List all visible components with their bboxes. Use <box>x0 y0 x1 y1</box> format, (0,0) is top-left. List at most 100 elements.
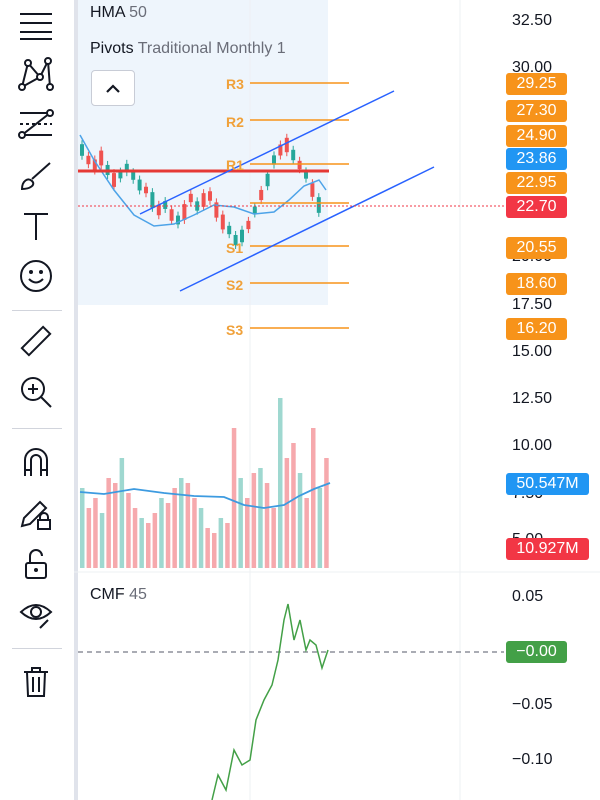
cmf-axis-label: 0.05 <box>512 588 544 605</box>
zoom-in-icon[interactable] <box>14 372 58 412</box>
pivot-p-tag: 22.95 <box>506 172 567 194</box>
volume-bar <box>93 498 98 568</box>
pivot-s1-tag: 20.55 <box>506 237 567 259</box>
pivot-label-r3: R3 <box>226 76 244 92</box>
candle-body <box>80 144 84 156</box>
volume-bar <box>278 398 283 568</box>
candle-body <box>252 206 257 214</box>
pivot-r3-tag: 29.25 <box>506 73 567 95</box>
pivot-label-s2: S2 <box>226 277 244 293</box>
eye-icon[interactable] <box>14 594 58 634</box>
cmf-legend-value: 45 <box>129 586 147 603</box>
volume-bar <box>284 458 290 568</box>
candle-body <box>169 209 174 221</box>
grid <box>74 0 600 800</box>
collapse-legend-button[interactable] <box>91 70 135 106</box>
price-axis-label: 15.00 <box>512 343 553 360</box>
price-axis-label: 32.50 <box>512 12 553 29</box>
pivot-r1-tag: 24.90 <box>506 125 567 147</box>
cmf-axis-label: −0.05 <box>512 696 553 713</box>
volume-ma-line <box>79 482 331 509</box>
toolbar-divider <box>12 428 62 429</box>
trash-icon[interactable] <box>14 662 58 702</box>
channel-lower-line[interactable] <box>179 166 435 292</box>
cmf-value-tag: −0.00 <box>506 641 567 663</box>
channel-upper-line[interactable] <box>139 90 395 215</box>
cmf-legend-name: CMF <box>90 586 125 603</box>
volume-bar <box>185 483 191 568</box>
pencil-lock-icon[interactable] <box>14 494 58 534</box>
volume-bar <box>159 498 164 568</box>
volume-bar <box>218 518 224 568</box>
toolbar-divider <box>12 648 62 649</box>
ruler-icon[interactable] <box>14 322 58 362</box>
volume-bar <box>205 528 210 568</box>
volume-bar <box>172 488 177 568</box>
toolbar-divider <box>12 310 62 311</box>
candle-body <box>131 172 136 180</box>
volume-bar <box>139 518 144 568</box>
chart-area[interactable]: HMA 50 Pivots Traditional Monthly 1 CMF … <box>74 0 600 800</box>
price-axis-label: 30.00 <box>512 59 553 76</box>
pivots-legend[interactable]: Pivots Traditional Monthly 1 <box>90 40 286 58</box>
candle-body <box>297 160 302 170</box>
candle-body <box>278 144 283 156</box>
volume-bar <box>198 508 204 568</box>
volume-bar <box>304 498 309 568</box>
pivots-legend-name: Pivots <box>90 40 134 57</box>
candle-body <box>150 192 155 208</box>
cmf-legend[interactable]: CMF 45 <box>90 586 147 604</box>
candle-body <box>304 171 308 179</box>
volume-bar <box>258 468 263 568</box>
candle-body <box>182 204 187 220</box>
lines-icon[interactable] <box>14 6 58 46</box>
volume-bar <box>238 478 243 568</box>
pivot-s2-tag: 18.60 <box>506 273 567 295</box>
volume-bar <box>99 513 105 568</box>
volume-bar <box>132 508 138 568</box>
candle-body <box>112 173 116 187</box>
volume-bar <box>192 498 197 568</box>
candle-body <box>310 183 315 197</box>
fib-retracement-icon[interactable] <box>14 104 58 144</box>
brush-icon[interactable] <box>14 156 58 196</box>
price-chart[interactable] <box>74 0 600 800</box>
magnet-icon[interactable] <box>14 442 58 482</box>
drawing-toolbar <box>0 0 74 800</box>
pane-left-edge <box>74 0 78 800</box>
candle-body <box>316 197 321 213</box>
hma-legend-value: 50 <box>129 4 147 21</box>
volume-bar <box>80 488 85 568</box>
volume-ma-tag: 50.547M <box>506 473 589 495</box>
volume-bar <box>297 473 303 568</box>
volume-bar <box>245 498 250 568</box>
hma-legend-name: HMA <box>90 4 125 21</box>
volume-bar <box>119 458 125 568</box>
volume-bar <box>212 533 217 568</box>
candle-body <box>265 173 270 187</box>
candle-body <box>272 155 276 165</box>
price-axis-label: 12.50 <box>512 390 553 407</box>
price-axis-label: 17.50 <box>512 296 553 313</box>
volume-bar <box>251 473 257 568</box>
volume-bars <box>80 398 329 568</box>
candle-body <box>195 201 200 211</box>
hma-legend[interactable]: HMA 50 <box>90 4 147 22</box>
hma-line <box>79 134 327 227</box>
pivot-label-s1: S1 <box>226 240 244 256</box>
smiley-icon[interactable] <box>14 256 58 296</box>
candle-body <box>156 204 161 216</box>
volume-bar <box>106 478 111 568</box>
xabcd-pattern-icon[interactable] <box>14 54 58 94</box>
candle-body <box>208 191 212 201</box>
candle-body <box>291 149 296 161</box>
candle-body <box>246 220 251 230</box>
candle-body <box>227 225 232 235</box>
volume-value-tag: 10.927M <box>506 538 589 560</box>
volume-bar <box>225 523 230 568</box>
pivots-legend-settings: Traditional Monthly 1 <box>137 40 286 57</box>
unlock-icon[interactable] <box>14 544 58 584</box>
text-icon[interactable] <box>14 206 58 246</box>
candle-body <box>188 193 193 203</box>
pivot-label-r2: R2 <box>226 114 244 130</box>
